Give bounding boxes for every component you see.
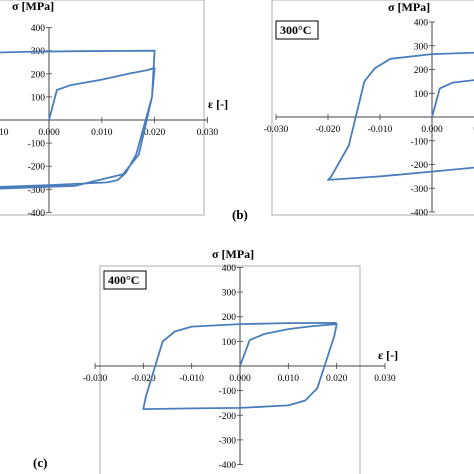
x-tick-label: -0.020 bbox=[316, 125, 341, 135]
y-tick-label: 200 bbox=[31, 70, 46, 80]
temperature-label: 400°C bbox=[108, 273, 139, 287]
x-tick-label: -0.020 bbox=[131, 374, 156, 384]
plot-area-frame bbox=[271, 0, 474, 216]
x-tick-label: -0.010 bbox=[368, 125, 393, 135]
temperature-label: 300°C bbox=[280, 23, 311, 37]
y-tick-label: -400 bbox=[411, 209, 429, 219]
x-tick-label: -0.030 bbox=[83, 374, 108, 384]
x-tick-label: 0.010 bbox=[91, 128, 113, 138]
y-tick-label: -200 bbox=[28, 163, 46, 173]
temperature-label-box bbox=[103, 270, 147, 290]
x-tick-label: 0.000 bbox=[421, 125, 443, 135]
x-tick-label: 0.010 bbox=[278, 374, 300, 384]
hysteresis-loop-series bbox=[327, 51, 474, 181]
temperature-label-box bbox=[275, 20, 319, 40]
x-tick-label: 0.030 bbox=[197, 128, 219, 138]
y-tick-label: 100 bbox=[414, 90, 429, 100]
x-tick-label: 0.000 bbox=[229, 374, 251, 384]
chart-panel-c: -0.030 -0.020 -0.010 0.000 0.010 0.020 0.030 40… bbox=[83, 247, 398, 474]
y-axis-title: σ [MPa] bbox=[388, 0, 430, 14]
y-tick-label: 200 bbox=[414, 66, 429, 76]
x-tick-label: 0.020 bbox=[144, 128, 166, 138]
y-axis-title: σ [MPa] bbox=[212, 247, 254, 261]
x-tick-label: 0.020 bbox=[326, 374, 348, 384]
y-tick-label: -400 bbox=[28, 209, 46, 219]
y-tick-label: -300 bbox=[411, 185, 429, 195]
y-tick-label: -300 bbox=[219, 436, 237, 446]
y-tick-label: -200 bbox=[411, 161, 429, 171]
y-tick-label: 400 bbox=[222, 264, 237, 274]
x-tick-label: 0.030 bbox=[374, 374, 396, 384]
y-tick-label: 400 bbox=[414, 19, 429, 29]
x-tick-label: 0.000 bbox=[38, 128, 60, 138]
plot-area-frame bbox=[99, 265, 361, 474]
y-tick-label: 300 bbox=[414, 42, 429, 52]
y-tick-label: -100 bbox=[28, 140, 46, 150]
plot-area-frame bbox=[0, 0, 205, 216]
y-tick-label: 100 bbox=[31, 93, 46, 103]
x-tick-label: -0.010 bbox=[179, 374, 204, 384]
x-tick-label: -0.010 bbox=[0, 128, 9, 138]
y-tick-label: 200 bbox=[222, 313, 237, 323]
y-tick-label: -300 bbox=[28, 186, 46, 196]
y-tick-label: 300 bbox=[222, 289, 237, 299]
y-tick-label: -100 bbox=[219, 387, 237, 397]
y-tick-label: 100 bbox=[222, 338, 237, 348]
y-axis-title: σ [MPa] bbox=[12, 0, 54, 13]
y-tick-label: -100 bbox=[411, 137, 429, 147]
y-tick-label: -200 bbox=[219, 412, 237, 422]
x-tick-label: -0.030 bbox=[264, 125, 289, 135]
chart-panel-a: -0.030-0.020-0.0100.0000.0100.0200.03040… bbox=[0, 0, 228, 219]
x-axis-title: ε [-] bbox=[208, 97, 228, 111]
panel-label: (b) bbox=[232, 207, 248, 222]
hysteresis-loop-series bbox=[142, 322, 338, 411]
chart-panel-b: -0.030-0.020-0.0100.0000.010400300200100… bbox=[264, 0, 474, 219]
x-axis-title: ε [-] bbox=[378, 348, 398, 362]
y-tick-label: 400 bbox=[31, 24, 46, 34]
panel-label: (c) bbox=[33, 455, 47, 470]
y-tick-label: -400 bbox=[219, 461, 237, 471]
hysteresis-loop-series bbox=[0, 49, 156, 190]
